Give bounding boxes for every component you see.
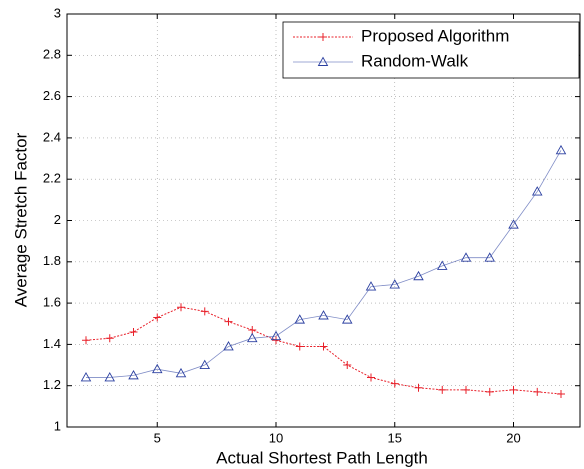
marker xyxy=(224,317,233,326)
legend-box xyxy=(282,21,580,79)
marker xyxy=(414,383,423,392)
series-line xyxy=(85,306,562,395)
y-tick-label: 2 xyxy=(54,212,61,227)
y-tick-label: 1 xyxy=(54,418,61,433)
legend-label: Proposed Algorithm xyxy=(361,26,509,45)
marker xyxy=(104,372,116,382)
marker xyxy=(390,379,399,388)
marker xyxy=(105,334,114,343)
marker xyxy=(248,325,257,334)
marker xyxy=(153,313,162,322)
marker xyxy=(485,387,494,396)
y-tick-label: 1.8 xyxy=(43,253,61,268)
marker xyxy=(246,332,258,343)
marker xyxy=(177,303,185,312)
marker xyxy=(223,341,234,351)
y-tick-label: 2.2 xyxy=(43,171,61,186)
marker xyxy=(151,363,163,374)
marker xyxy=(319,33,327,41)
x-tick-label: 15 xyxy=(388,430,402,445)
marker xyxy=(533,387,542,396)
marker xyxy=(460,252,472,262)
marker xyxy=(462,385,470,394)
plot-frame xyxy=(66,13,581,428)
legend-label: Random-Walk xyxy=(361,51,469,70)
marker xyxy=(82,336,90,345)
marker xyxy=(319,342,328,351)
marker xyxy=(436,260,448,270)
marker xyxy=(129,328,138,337)
marker xyxy=(557,389,565,398)
marker xyxy=(531,186,543,196)
x-tick-label: 5 xyxy=(154,430,161,445)
marker xyxy=(484,252,496,262)
marker xyxy=(318,310,329,320)
marker xyxy=(509,385,518,394)
series-line xyxy=(86,150,562,378)
marker xyxy=(508,219,519,229)
marker xyxy=(199,359,211,369)
y-tick-label: 1.2 xyxy=(43,377,61,392)
marker xyxy=(438,385,447,394)
marker xyxy=(272,336,280,345)
y-tick-label: 1.6 xyxy=(43,295,61,310)
marker xyxy=(367,373,375,382)
x-tick-label: 20 xyxy=(506,430,520,445)
marker xyxy=(389,279,401,289)
y-tick-label: 2.4 xyxy=(43,129,61,144)
y-tick-label: 1.4 xyxy=(43,336,61,351)
y-axis-label: Average Stretch Factor xyxy=(11,132,30,307)
marker xyxy=(294,314,306,324)
marker xyxy=(175,367,187,378)
marker xyxy=(365,281,377,291)
y-tick-label: 2.6 xyxy=(43,88,61,103)
y-tick-label: 3 xyxy=(54,5,61,20)
y-tick-label: 2.8 xyxy=(43,47,61,62)
marker xyxy=(413,270,424,281)
marker xyxy=(128,369,139,380)
x-tick-label: 10 xyxy=(269,430,283,445)
x-axis-label: Actual Shortest Path Length xyxy=(216,448,428,467)
marker xyxy=(341,314,353,324)
marker xyxy=(343,361,352,370)
marker xyxy=(270,330,282,341)
marker xyxy=(555,144,567,155)
marker xyxy=(200,307,209,316)
marker xyxy=(80,372,92,382)
marker xyxy=(295,342,304,351)
marker xyxy=(317,56,329,66)
